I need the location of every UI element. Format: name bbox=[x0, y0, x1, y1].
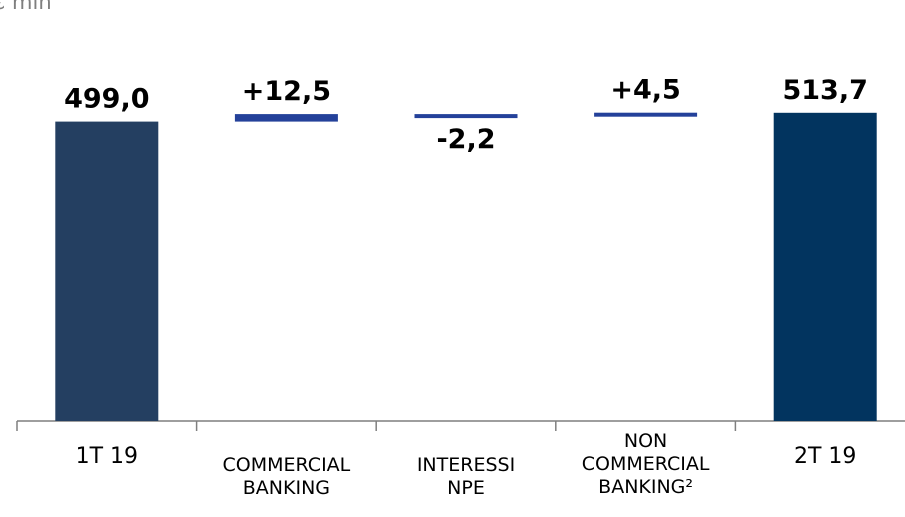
bar-commercial-banking bbox=[234, 114, 338, 122]
tick-label: 1T 19 bbox=[76, 444, 138, 469]
bar-non-commercial-banking bbox=[594, 112, 698, 117]
tick-label: NON COMMERCIAL BANKING² bbox=[582, 430, 710, 498]
bar-2t-19 bbox=[773, 112, 877, 422]
data-labels-group: 499,0 +12,5 -2,2 +4,5 513,7 bbox=[64, 75, 868, 155]
tick-label: 2T 19 bbox=[794, 444, 856, 469]
unit-label: € mln bbox=[0, 0, 52, 14]
data-label: 513,7 bbox=[782, 75, 867, 106]
x-axis bbox=[16, 420, 905, 431]
bars-group bbox=[55, 112, 877, 422]
data-label: 499,0 bbox=[64, 84, 149, 115]
tick-label: COMMERCIAL BANKING bbox=[223, 454, 351, 499]
data-label: -2,2 bbox=[436, 124, 495, 155]
tick-label: INTERESSI NPE bbox=[417, 454, 515, 499]
bar-interessi-npe bbox=[414, 114, 518, 119]
data-label: +12,5 bbox=[242, 76, 331, 107]
bar-1t-19 bbox=[55, 121, 159, 421]
tick-labels-group: 1T 19 COMMERCIAL BANKING INTERESSI NPE NON COM… bbox=[76, 430, 857, 499]
data-label: +4,5 bbox=[610, 75, 680, 106]
